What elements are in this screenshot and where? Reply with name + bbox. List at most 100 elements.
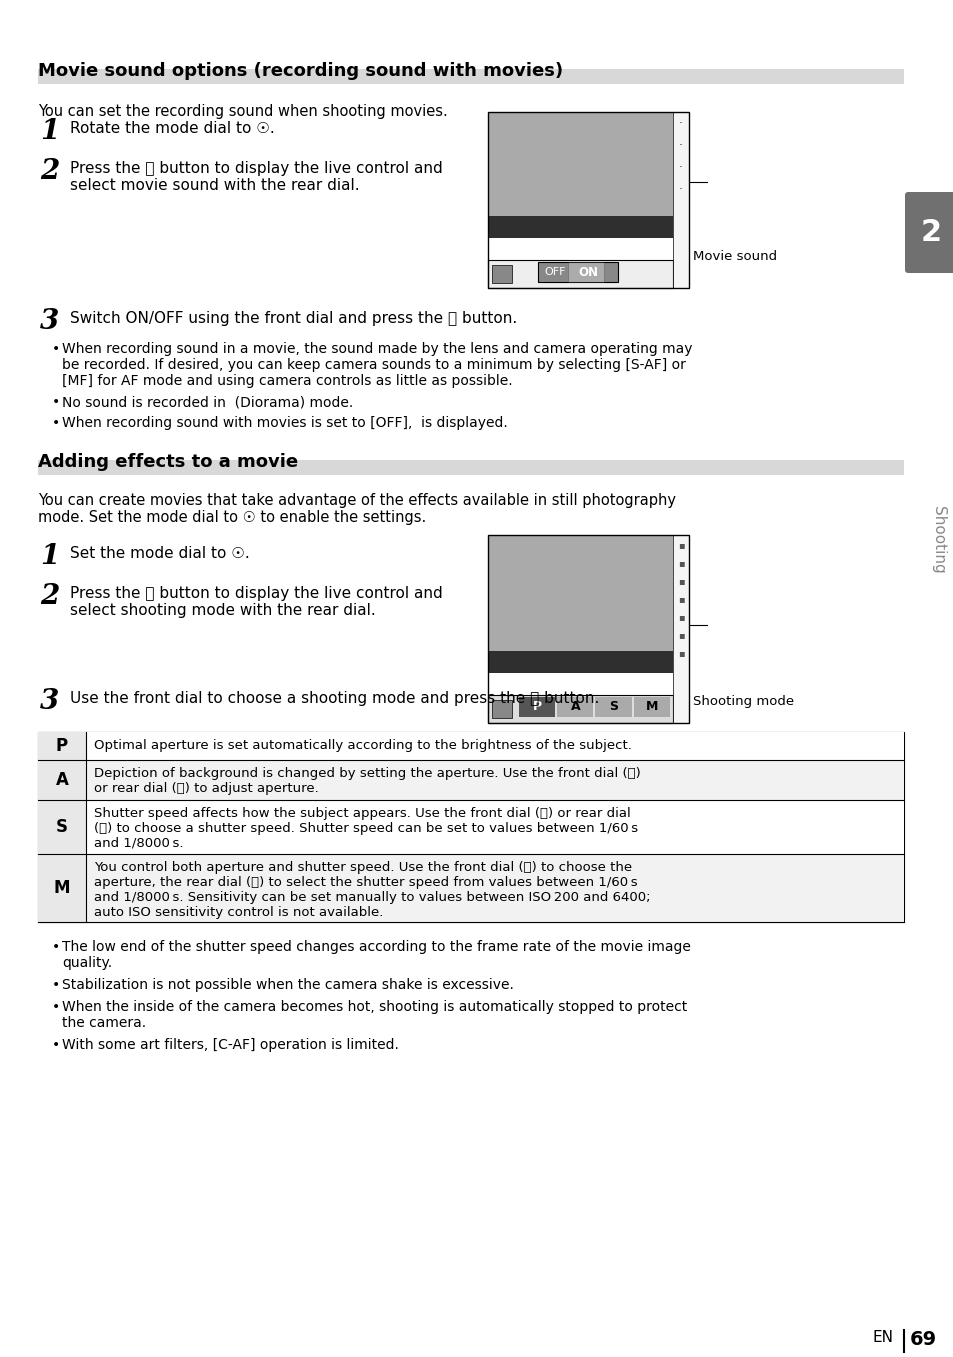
Text: the camera.: the camera. (62, 1016, 146, 1030)
Text: Shutter speed affects how the subject appears. Use the front dial (Ⓒ) or rear di: Shutter speed affects how the subject ap… (94, 807, 630, 820)
Text: 1: 1 (40, 118, 59, 145)
Bar (672, 113, 688, 288)
Text: select movie sound with the rear dial.: select movie sound with the rear dial. (70, 178, 359, 193)
Bar (38, 801, 86, 854)
Text: P: P (532, 700, 541, 714)
Bar (488, 535, 688, 723)
Text: Switch ON/OFF using the front dial and press the ⒪ button.: Switch ON/OFF using the front dial and p… (70, 311, 517, 326)
Text: or rear dial (Ⓢ) to adjust aperture.: or rear dial (Ⓢ) to adjust aperture. (94, 782, 318, 795)
Bar (38, 854, 86, 921)
Text: aperture, the rear dial (Ⓢ) to select the shutter speed from values between 1/60: aperture, the rear dial (Ⓢ) to select th… (94, 877, 637, 889)
Text: •: • (52, 342, 60, 356)
Text: •: • (52, 940, 60, 954)
Text: Use the front dial to choose a shooting mode and press the ⒪ button.: Use the front dial to choose a shooting … (70, 691, 598, 706)
Bar (488, 216, 672, 237)
Text: Rotate the mode dial to ☉.: Rotate the mode dial to ☉. (70, 121, 274, 136)
Text: and 1/8000 s.: and 1/8000 s. (94, 837, 183, 849)
Bar (672, 535, 688, 723)
Bar (537, 262, 618, 282)
Bar (595, 697, 631, 716)
Bar (38, 854, 903, 921)
Bar (38, 731, 86, 760)
Text: ▪: ▪ (677, 649, 683, 658)
Text: 2: 2 (40, 157, 59, 185)
Text: ·: · (679, 140, 682, 152)
Text: Shooting: Shooting (930, 506, 945, 574)
Text: auto ISO sensitivity control is not available.: auto ISO sensitivity control is not avai… (94, 906, 383, 919)
Text: •: • (52, 1038, 60, 1052)
Bar (38, 760, 903, 801)
Text: P: P (56, 737, 68, 754)
Text: mode. Set the mode dial to ☉ to enable the settings.: mode. Set the mode dial to ☉ to enable t… (38, 510, 426, 525)
Bar (492, 700, 512, 718)
Bar (38, 460, 903, 475)
Bar (38, 69, 903, 84)
Text: A: A (55, 771, 69, 788)
Bar (38, 801, 903, 854)
Text: S: S (608, 700, 618, 714)
Text: 1: 1 (40, 543, 59, 570)
Text: ·: · (679, 118, 682, 130)
Text: With some art filters, [C-AF] operation is limited.: With some art filters, [C-AF] operation … (62, 1038, 398, 1052)
Text: A: A (570, 700, 579, 714)
Text: M: M (53, 879, 71, 897)
Text: Press the ⒪ button to display the live control and: Press the ⒪ button to display the live c… (70, 586, 442, 601)
Bar (633, 697, 669, 716)
Bar (38, 760, 86, 801)
Text: •: • (52, 417, 60, 430)
Text: When the inside of the camera becomes hot, shooting is automatically stopped to : When the inside of the camera becomes ho… (62, 1000, 686, 1014)
Text: Optimal aperture is set automatically according to the brightness of the subject: Optimal aperture is set automatically ac… (94, 740, 631, 752)
Text: ·: · (679, 183, 682, 197)
Text: No sound is recorded in  (Diorama) mode.: No sound is recorded in (Diorama) mode. (62, 395, 353, 408)
Text: Set the mode dial to ☉.: Set the mode dial to ☉. (70, 546, 250, 560)
Text: ▪: ▪ (677, 540, 683, 550)
Text: Stabilization is not possible when the camera shake is excessive.: Stabilization is not possible when the c… (62, 978, 514, 992)
Bar (557, 697, 593, 716)
Text: and 1/8000 s. Sensitivity can be set manually to values between ISO 200 and 6400: and 1/8000 s. Sensitivity can be set man… (94, 892, 650, 904)
Text: •: • (52, 978, 60, 992)
FancyBboxPatch shape (904, 191, 953, 273)
Bar (488, 113, 672, 237)
Text: Program Auto: Program Auto (544, 678, 616, 689)
Text: OFF: OFF (543, 267, 565, 277)
Text: Movie sound: Movie sound (692, 250, 777, 263)
Text: When recording sound with movies is set to [OFF],  is displayed.: When recording sound with movies is set … (62, 417, 507, 430)
Text: be recorded. If desired, you can keep camera sounds to a minimum by selecting [S: be recorded. If desired, you can keep ca… (62, 358, 685, 372)
Text: 69: 69 (909, 1330, 936, 1349)
Bar (567, 262, 603, 282)
Text: [MF] for AF mode and using camera controls as little as possible.: [MF] for AF mode and using camera contro… (62, 375, 512, 388)
Text: Adding effects to a movie: Adding effects to a movie (38, 453, 297, 471)
Text: 3: 3 (40, 308, 59, 335)
Text: The low end of the shutter speed changes according to the frame rate of the movi: The low end of the shutter speed changes… (62, 940, 690, 954)
Bar (492, 265, 512, 284)
Text: ▪: ▪ (677, 594, 683, 604)
Text: You can set the recording sound when shooting movies.: You can set the recording sound when sho… (38, 104, 447, 119)
Text: EN: EN (872, 1330, 893, 1345)
Bar (488, 651, 672, 673)
Text: Shooting mode: Shooting mode (692, 695, 793, 708)
Bar (38, 731, 903, 921)
Text: S: S (56, 818, 68, 836)
Text: You control both aperture and shutter speed. Use the front dial (Ⓒ) to choose th: You control both aperture and shutter sp… (94, 860, 632, 874)
Bar (518, 697, 555, 716)
Bar (38, 731, 903, 760)
Text: Movie ♪ On: Movie ♪ On (551, 244, 609, 254)
Text: (Ⓢ) to choose a shutter speed. Shutter speed can be set to values between 1/60 s: (Ⓢ) to choose a shutter speed. Shutter s… (94, 822, 638, 835)
Text: select shooting mode with the rear dial.: select shooting mode with the rear dial. (70, 603, 375, 617)
Text: ON: ON (578, 266, 598, 278)
Text: Depiction of background is changed by setting the aperture. Use the front dial (: Depiction of background is changed by se… (94, 767, 640, 780)
Text: You can create movies that take advantage of the effects available in still phot: You can create movies that take advantag… (38, 493, 676, 508)
Text: When recording sound in a movie, the sound made by the lens and camera operating: When recording sound in a movie, the sou… (62, 342, 692, 356)
Text: M: M (645, 700, 658, 714)
Text: quality.: quality. (62, 955, 112, 970)
Bar (488, 113, 688, 288)
Text: Movie sound options (recording sound with movies): Movie sound options (recording sound wit… (38, 62, 562, 80)
Text: 2: 2 (40, 584, 59, 611)
Text: ·: · (679, 161, 682, 175)
Bar (488, 261, 672, 288)
Bar (488, 535, 672, 673)
Text: 3: 3 (40, 688, 59, 715)
Text: ▪: ▪ (677, 630, 683, 641)
Text: ▪: ▪ (677, 612, 683, 622)
Text: ▪: ▪ (677, 558, 683, 569)
